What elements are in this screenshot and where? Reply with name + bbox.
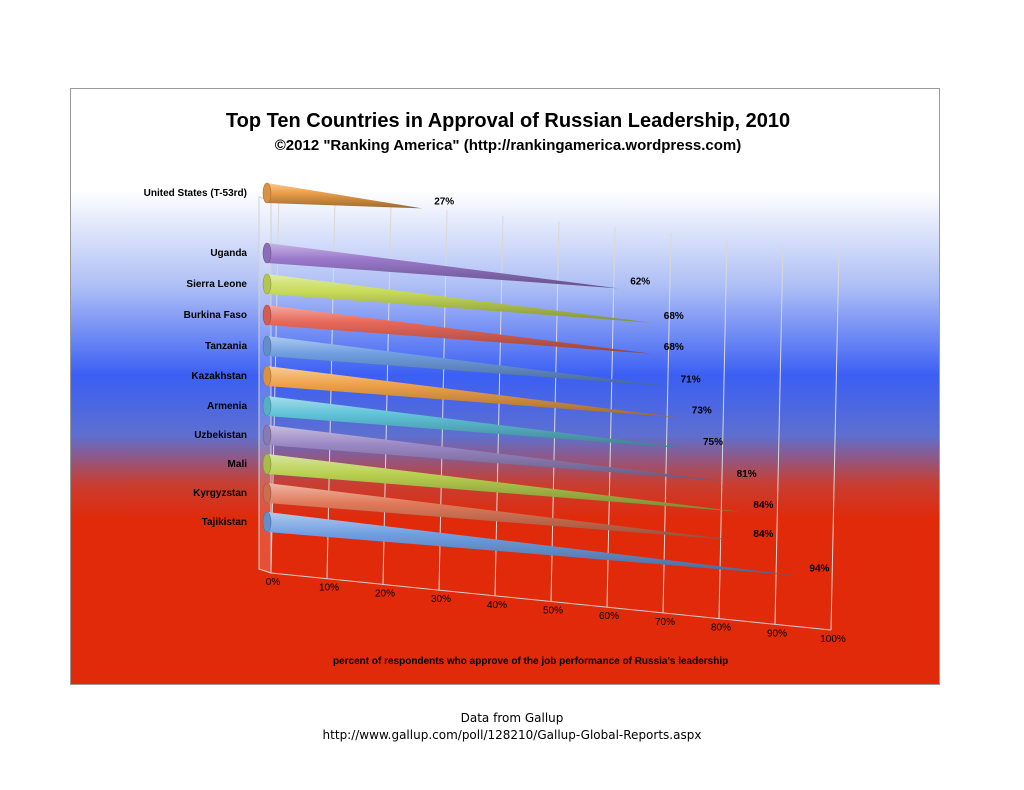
cone-base — [262, 482, 272, 504]
cone-base — [262, 453, 272, 475]
value-label: 73% — [692, 406, 712, 417]
category-label: Burkina Faso — [184, 310, 247, 321]
cone-body — [267, 483, 742, 541]
source-url: http://www.gallup.com/poll/128210/Gallup… — [322, 728, 702, 742]
cone-base — [262, 273, 272, 295]
value-label: 75% — [703, 437, 723, 448]
gridline — [774, 244, 784, 625]
gridline — [718, 238, 728, 619]
chart-svg: 0% 10% 20% 30% 40% 50% 60% 70% 80% 90% 100% United … — [71, 89, 939, 684]
x-tick-label: 90% — [767, 628, 787, 639]
cone-bar — [262, 424, 725, 482]
value-label: 62% — [630, 276, 650, 287]
cone-body — [267, 396, 691, 449]
x-tick-label: 20% — [375, 588, 395, 599]
cone-body — [267, 454, 742, 512]
x-tick-label: 0% — [266, 577, 281, 588]
x-tick-label: 80% — [711, 623, 731, 634]
cone-base — [262, 395, 272, 417]
value-label: 71% — [681, 374, 701, 385]
labels: 0% 10% 20% 30% 40% 50% 60% 70% 80% 90% 100% United … — [144, 188, 846, 645]
cone-bar — [262, 365, 680, 418]
gridline — [550, 221, 560, 602]
cones — [262, 182, 798, 576]
value-label: 68% — [664, 311, 684, 322]
x-tick-label: 50% — [543, 606, 563, 617]
value-label: 81% — [737, 469, 757, 480]
category-label: Kazakhstan — [191, 371, 247, 382]
cone-bar — [262, 453, 742, 512]
x-tick-label: 30% — [431, 594, 451, 605]
cone-body — [267, 366, 680, 418]
x-axis-label: percent of respondents who approve of th… — [333, 656, 728, 667]
category-label: Tanzania — [205, 341, 247, 352]
cone-base — [262, 365, 272, 387]
cone-body — [267, 274, 652, 323]
gridline — [830, 249, 840, 631]
cone-base — [262, 424, 272, 446]
x-tick-label: 70% — [655, 617, 675, 628]
category-label: Tajikistan — [202, 517, 247, 528]
x-tick-label: 10% — [319, 583, 339, 594]
chart-title: Top Ten Countries in Approval of Russian… — [226, 110, 790, 132]
value-label: 68% — [664, 342, 684, 353]
cone-bar — [262, 182, 423, 209]
chart-frame: 0% 10% 20% 30% 40% 50% 60% 70% 80% 90% 100% United … — [70, 88, 940, 685]
cone-bar — [262, 273, 652, 323]
x-tick-label: 60% — [599, 611, 619, 622]
category-label: Sierra Leone — [186, 279, 247, 290]
cone-base — [262, 335, 272, 357]
x-tick-label: 100% — [820, 634, 846, 645]
x-axis-line — [270, 572, 832, 631]
gridline — [606, 227, 616, 608]
category-label: United States (T-53rd) — [144, 188, 247, 199]
cone-bar — [262, 335, 669, 387]
cone-base — [262, 304, 272, 326]
value-label: 94% — [809, 564, 829, 575]
cone-base — [262, 182, 272, 204]
chart-subtitle: ©2012 "Ranking America" (http://rankinga… — [275, 137, 742, 154]
value-label: 84% — [753, 500, 773, 511]
source-note: Data from Gallup http://www.gallup.com/p… — [0, 710, 1024, 744]
x-tick-label: 40% — [487, 600, 507, 611]
cone-body — [267, 425, 725, 482]
cone-bar — [262, 482, 742, 541]
value-label: 84% — [753, 529, 773, 540]
cone-body — [267, 183, 423, 209]
category-label: Uzbekistan — [194, 430, 247, 441]
cone-bar — [262, 395, 691, 449]
cone-base — [262, 511, 272, 533]
cone-body — [267, 336, 669, 387]
category-label: Uganda — [210, 248, 247, 259]
category-label: Armenia — [207, 401, 247, 412]
value-label: 27% — [434, 196, 454, 207]
cone-body — [267, 305, 652, 354]
category-label: Kyrgyzstan — [193, 488, 247, 499]
cone-bar — [262, 304, 652, 354]
category-label: Mali — [228, 459, 248, 470]
flag-background — [71, 89, 939, 684]
source-line-1: Data from Gallup — [460, 711, 564, 725]
cone-base — [262, 242, 272, 264]
gridline — [662, 232, 672, 613]
